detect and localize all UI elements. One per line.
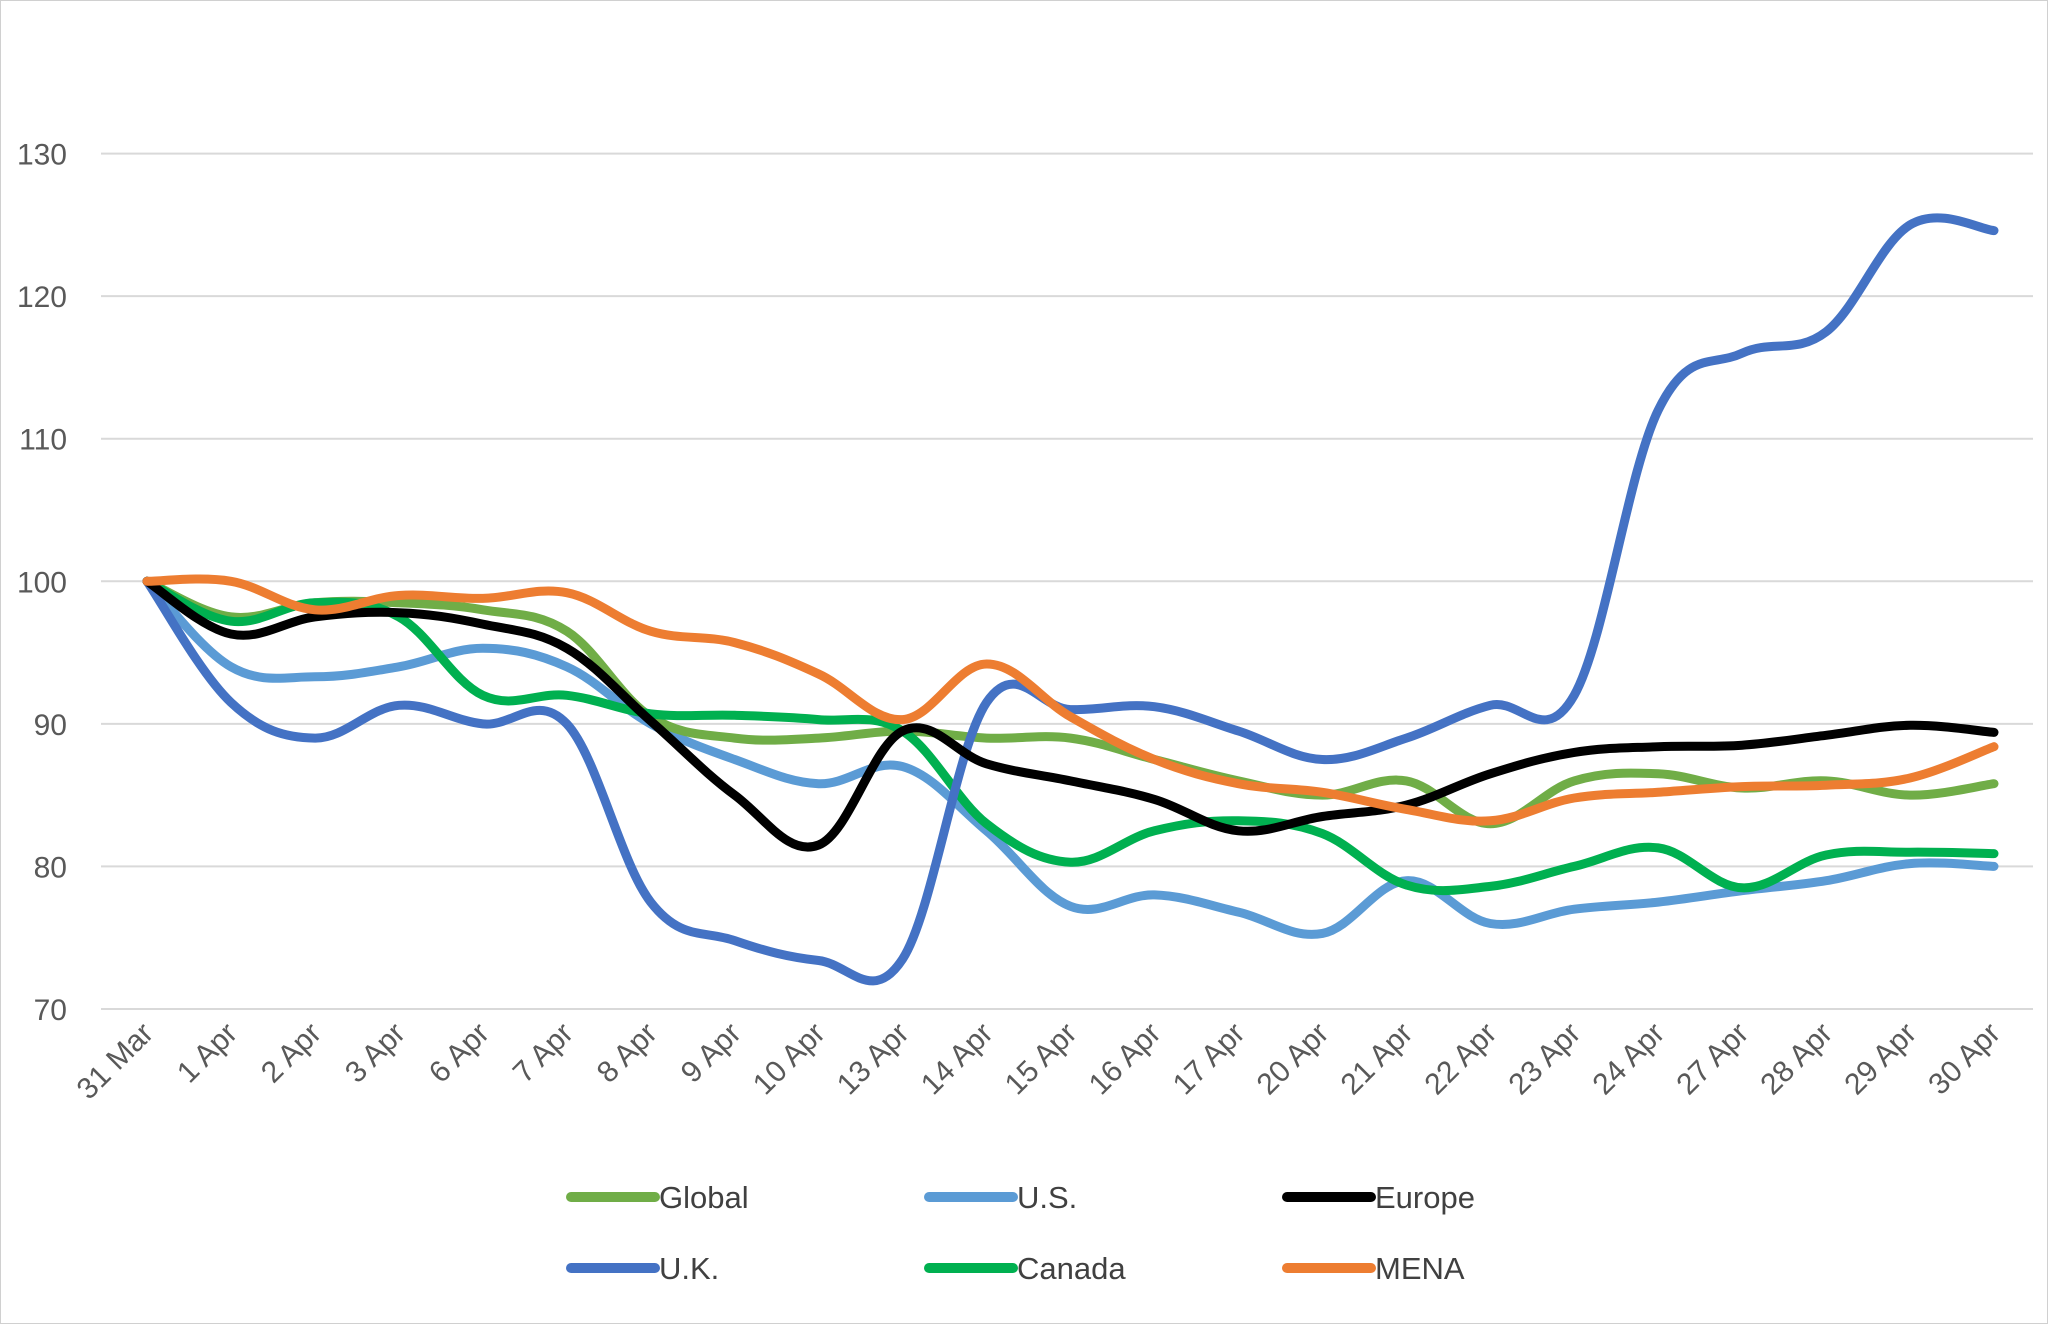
- legend-label: U.S.: [1017, 1180, 1077, 1215]
- x-tick-label: 13 Apr: [831, 1017, 916, 1102]
- series-line-global: [142, 576, 1999, 829]
- x-tick-label: 31 Mar: [71, 1017, 160, 1106]
- x-tick-label: 2 Apr: [255, 1017, 328, 1090]
- x-tick-label: 10 Apr: [747, 1017, 832, 1102]
- x-tick-label: 6 Apr: [423, 1017, 496, 1090]
- y-tick-label: 110: [19, 424, 67, 457]
- legend-item-global: Global: [566, 1180, 749, 1215]
- x-tick-label: 3 Apr: [339, 1017, 412, 1090]
- legend-item-europe: Europe: [1282, 1180, 1475, 1215]
- legend-label: U.K.: [659, 1251, 719, 1286]
- x-tick-label: 21 Apr: [1335, 1017, 1420, 1102]
- x-tick-label: 27 Apr: [1670, 1017, 1755, 1102]
- gridlines: [101, 152, 2033, 1010]
- x-tick-label: 7 Apr: [507, 1017, 580, 1090]
- x-tick-label: 9 Apr: [675, 1017, 748, 1090]
- legend-label: MENA: [1375, 1251, 1465, 1286]
- legend-item-uk: U.K.: [566, 1251, 719, 1286]
- y-tick-label: 90: [34, 709, 67, 742]
- legend-label: Global: [659, 1180, 749, 1215]
- series-line-us: [142, 576, 1999, 939]
- legend-item-canada: Canada: [924, 1251, 1126, 1286]
- x-tick-label: 17 Apr: [1167, 1017, 1252, 1102]
- legend-item-mena: MENA: [1282, 1251, 1465, 1286]
- y-tick-label: 100: [17, 566, 67, 599]
- x-tick-label: 8 Apr: [591, 1017, 664, 1090]
- x-tick-label: 30 Apr: [1922, 1017, 2007, 1102]
- series-lines: [142, 213, 1999, 986]
- legend-item-us: U.S.: [924, 1180, 1077, 1215]
- y-axis-ticks: 70 80 90 100 110 120 130: [17, 139, 67, 1027]
- x-tick-label: 20 Apr: [1251, 1017, 1336, 1102]
- x-tick-label: 23 Apr: [1503, 1017, 1588, 1102]
- x-tick-label: 16 Apr: [1083, 1017, 1168, 1102]
- x-tick-label: 22 Apr: [1419, 1017, 1504, 1102]
- y-tick-label: 70: [34, 994, 67, 1027]
- x-axis-ticks: 31 Mar 1 Apr 2 Apr 3 Apr 6 Apr 7 Apr 8 Apr 9 Ap…: [71, 1017, 2007, 1106]
- y-tick-label: 130: [17, 139, 67, 172]
- series-line-europe: [142, 576, 1999, 852]
- x-tick-label: 15 Apr: [999, 1017, 1084, 1102]
- x-tick-label: 14 Apr: [915, 1017, 1000, 1102]
- legend-label: Canada: [1017, 1251, 1126, 1286]
- x-tick-label: 1 Apr: [171, 1017, 244, 1090]
- series-line-canada: [142, 576, 1999, 896]
- x-tick-label: 28 Apr: [1754, 1017, 1839, 1102]
- x-tick-label: 24 Apr: [1586, 1017, 1671, 1102]
- x-tick-label: 29 Apr: [1838, 1017, 1923, 1102]
- y-tick-label: 80: [34, 851, 67, 884]
- series-line-mena: [142, 574, 1999, 826]
- y-tick-label: 120: [17, 281, 67, 314]
- legend: Global U.S. Europe U.K. Canada MENA: [566, 1180, 1475, 1286]
- legend-label: Europe: [1375, 1180, 1475, 1215]
